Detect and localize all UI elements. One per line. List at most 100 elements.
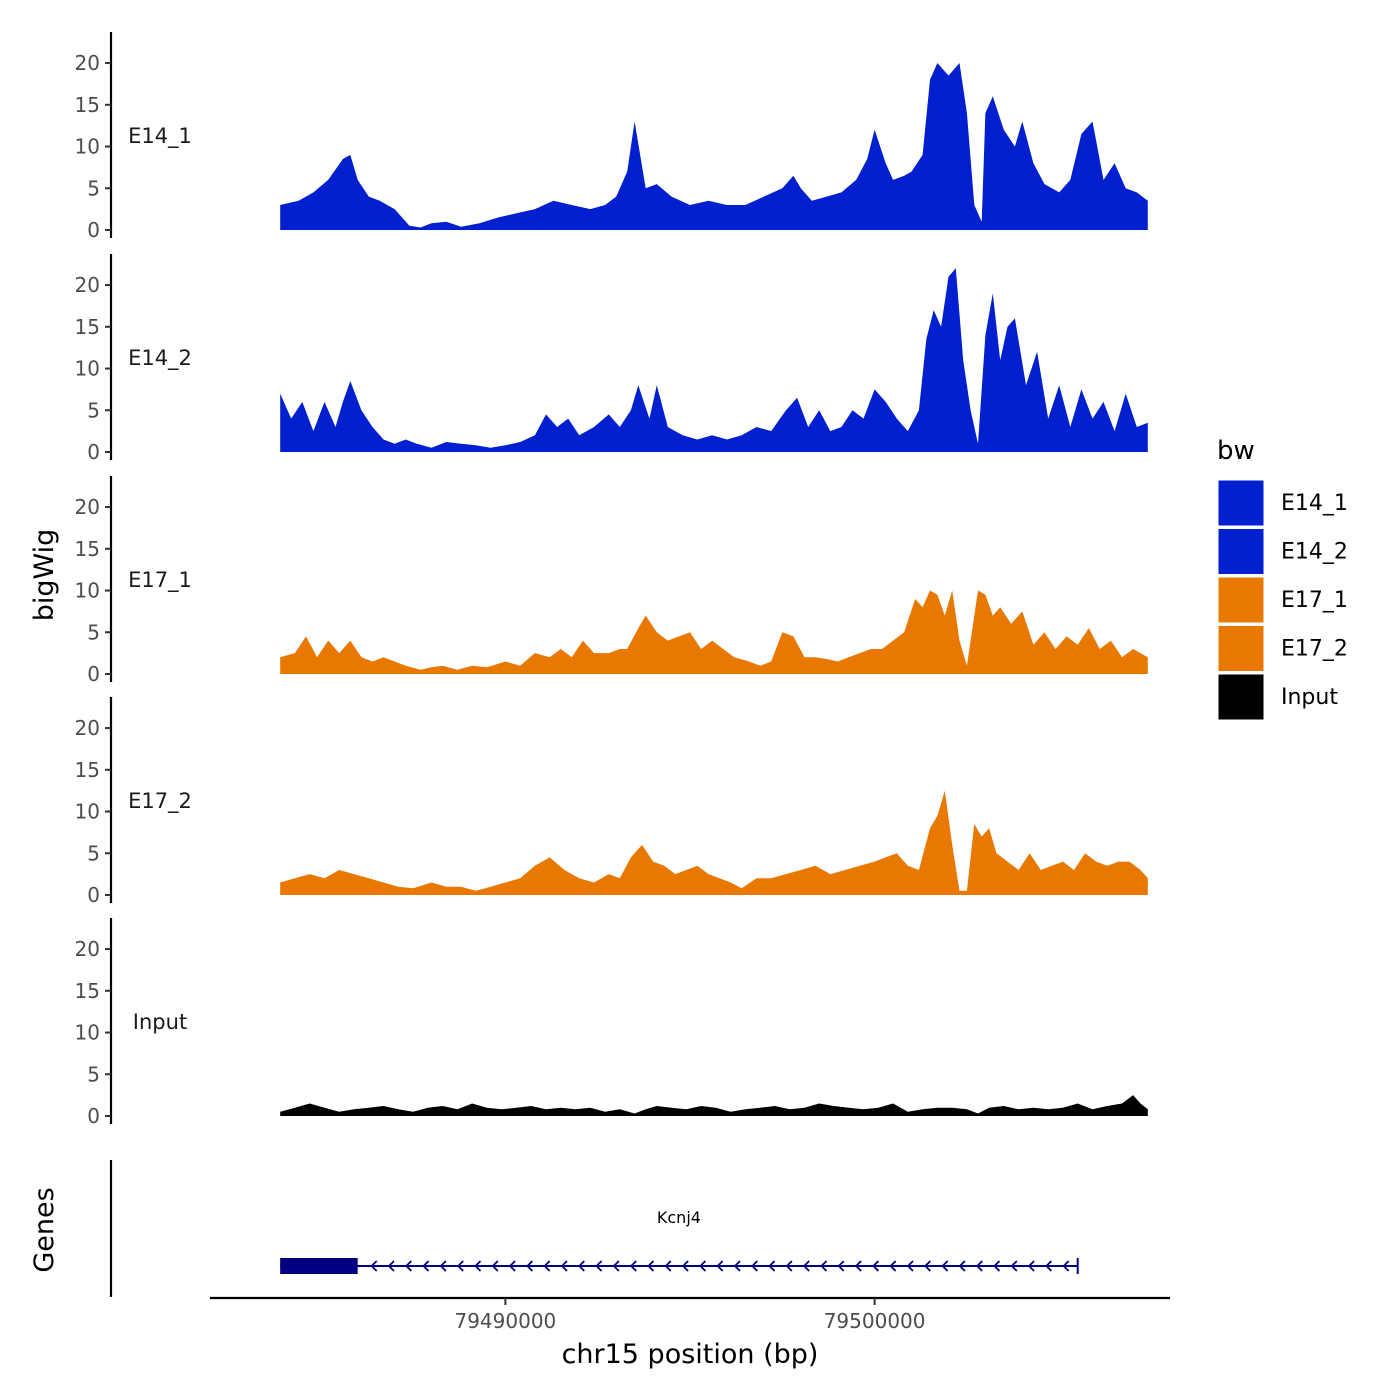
signal-area-e17-2	[280, 790, 1148, 895]
strand-arrow	[733, 1260, 741, 1272]
strand-arrow	[456, 1260, 464, 1272]
y-tick-label: 15	[75, 93, 100, 117]
signal-tracks: 05101520E14_105101520E14_205101520E17_10…	[75, 32, 1148, 1128]
legend-key-e17-1	[1217, 576, 1265, 624]
gene-kcnj4: Kcnj4	[280, 1208, 1079, 1274]
strand-arrow	[716, 1260, 724, 1272]
strand-arrow	[751, 1260, 758, 1272]
strand-arrow	[854, 1260, 862, 1272]
track-e17-2: 0 5 10 15 20 E17_2	[75, 697, 1148, 907]
y-tick-label: 15	[75, 537, 100, 561]
x-tick-label: 79490000	[454, 1309, 556, 1333]
legend-key-e17-2	[1217, 625, 1265, 672]
gene-label: Kcnj4	[657, 1208, 701, 1227]
strand-arrow	[526, 1260, 534, 1272]
y-axis-title: bigWig	[29, 529, 60, 622]
track-label: E14_2	[128, 346, 192, 371]
strand-arrow	[993, 1260, 1001, 1272]
strand-arrow	[647, 1260, 655, 1272]
legend-key-input	[1217, 673, 1265, 721]
strand-arrow	[906, 1260, 914, 1272]
signal-area-e14-1	[280, 63, 1148, 230]
y-tick-label: 10	[75, 357, 100, 381]
y-tick-label: 0	[87, 218, 100, 242]
signal-area-e14-2	[280, 268, 1148, 452]
legend-key-e14-2	[1217, 528, 1265, 575]
strand-arrow	[560, 1260, 568, 1272]
legend-label: E17_1	[1281, 588, 1348, 613]
legend-key-e14-1	[1217, 479, 1265, 527]
x-axis-title: chr15 position (bp)	[562, 1339, 819, 1370]
y-tick-label: 0	[87, 1104, 100, 1128]
strand-arrow	[820, 1260, 828, 1272]
strand-arrow	[387, 1260, 395, 1272]
strand-arrow	[578, 1260, 585, 1272]
y-tick-label: 20	[75, 495, 100, 519]
gene-exon	[280, 1258, 358, 1274]
y-tick-label: 5	[87, 841, 100, 865]
strand-arrow	[872, 1260, 880, 1272]
y-tick-label: 15	[75, 315, 100, 339]
signal-area-input	[280, 1095, 1148, 1116]
strand-arrow	[370, 1260, 378, 1272]
x-axis: 79490000 79500000	[210, 1296, 1170, 1333]
strand-arrow	[612, 1260, 620, 1272]
track-label: E14_1	[128, 124, 192, 149]
gene-track: Kcnj4	[109, 1160, 1079, 1297]
strand-arrow	[629, 1260, 637, 1272]
genes-track-title: Genes	[29, 1187, 60, 1272]
track-input: 0 5 10 15 20 Input	[75, 918, 1148, 1128]
y-tick-label: 5	[87, 1062, 100, 1086]
legend-label: E14_2	[1281, 540, 1348, 565]
strand-arrow	[543, 1260, 551, 1272]
y-tick-label: 20	[75, 937, 100, 961]
strand-arrow	[491, 1260, 499, 1272]
track-label: E17_2	[128, 789, 192, 814]
strand-arrow	[439, 1260, 447, 1272]
y-tick-label: 0	[87, 883, 100, 907]
y-tick-label: 5	[87, 620, 100, 644]
strand-arrow	[508, 1260, 516, 1272]
strand-arrow	[837, 1260, 845, 1272]
strand-arrow	[785, 1260, 793, 1272]
strand-arrow	[699, 1260, 707, 1272]
y-tick-label: 10	[75, 800, 100, 824]
strand-arrow	[941, 1260, 949, 1272]
strand-arrow	[681, 1260, 689, 1272]
strand-arrow	[595, 1260, 603, 1272]
legend: bw E14_1 E14_2 E17_1 E17_2 Input	[1217, 436, 1348, 721]
track-e17-1: 0 5 10 15 20 E17_1	[75, 476, 1148, 686]
y-tick-label: 10	[75, 135, 100, 159]
strand-arrow	[422, 1260, 430, 1272]
track-label: Input	[133, 1010, 187, 1034]
strand-arrow	[889, 1260, 897, 1272]
strand-arrow	[958, 1260, 966, 1272]
strand-arrow	[1062, 1260, 1070, 1272]
y-tick-label: 15	[75, 758, 100, 782]
legend-label: E17_2	[1281, 637, 1348, 662]
y-tick-label: 5	[87, 398, 100, 422]
legend-title: bw	[1217, 436, 1255, 466]
track-e14-1: 0 5 10 15 20 E14_1	[75, 32, 1148, 242]
y-tick-label: 0	[87, 440, 100, 464]
x-tick-label: 79500000	[824, 1309, 926, 1333]
y-tick-label: 20	[75, 273, 100, 297]
strand-arrow	[924, 1260, 931, 1272]
strand-arrow	[768, 1260, 776, 1272]
strand-arrow	[975, 1260, 983, 1272]
strand-arrow	[802, 1260, 810, 1272]
y-tick-label: 10	[75, 1021, 100, 1045]
y-tick-label: 5	[87, 176, 100, 200]
strand-arrow	[664, 1260, 672, 1272]
y-tick-label: 10	[75, 579, 100, 603]
track-e14-2: 0 5 10 15 20 E14_2	[75, 254, 1148, 464]
track-label: E17_1	[128, 568, 192, 593]
strand-arrow	[474, 1260, 482, 1272]
strand-arrow	[1045, 1260, 1053, 1272]
signal-area-e17-1	[280, 590, 1148, 674]
strand-arrow	[405, 1260, 412, 1272]
legend-label: Input	[1281, 685, 1338, 710]
y-tick-label: 0	[87, 662, 100, 686]
strand-arrow	[1027, 1260, 1035, 1272]
